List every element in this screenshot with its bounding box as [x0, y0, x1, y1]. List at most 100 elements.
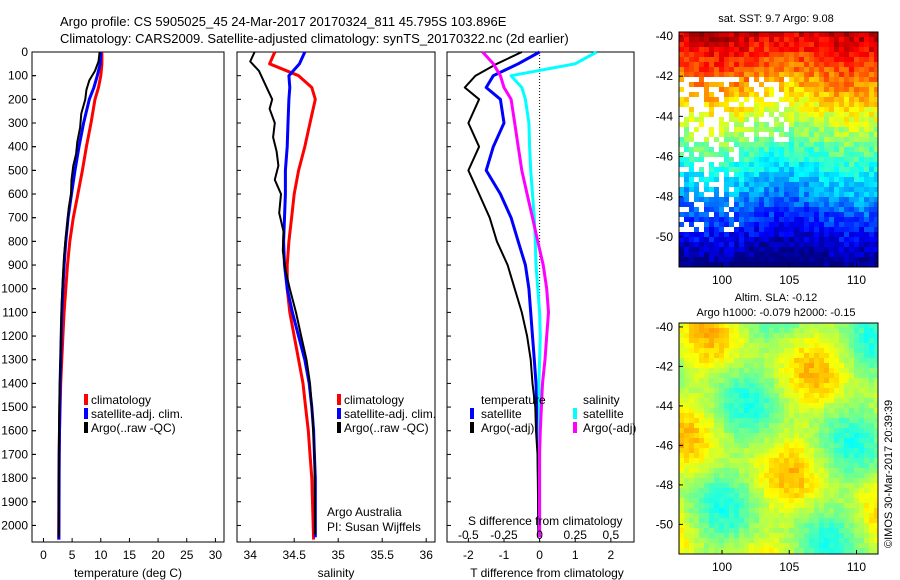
- heatmap-cell: [759, 413, 764, 418]
- heatmap-cell: [854, 227, 859, 232]
- heatmap-cell: [874, 137, 878, 142]
- heatmap-cell: [784, 538, 789, 543]
- heatmap-cell: [794, 413, 799, 418]
- heatmap-cell: [724, 52, 729, 57]
- heatmap-cell: [819, 177, 824, 182]
- heatmap-cell: [704, 448, 709, 453]
- heatmap-cell: [839, 478, 844, 483]
- heatmap-cell: [689, 117, 694, 122]
- heatmap-cell: [709, 363, 714, 368]
- heatmap-cell: [849, 237, 854, 242]
- heatmap-cell: [839, 323, 844, 328]
- heatmap-cell: [784, 107, 789, 112]
- heatmap-cell: [744, 538, 749, 543]
- heatmap-cell: [869, 212, 874, 217]
- heatmap-cell: [809, 448, 814, 453]
- heatmap-cell: [684, 132, 689, 137]
- heatmap-cell: [749, 167, 754, 172]
- heatmap-cell: [734, 398, 739, 403]
- heatmap-cell: [784, 37, 789, 42]
- heatmap-cell: [794, 252, 799, 257]
- heatmap-cell: [869, 77, 874, 82]
- heatmap-cell: [799, 87, 804, 92]
- heatmap-cell: [839, 423, 844, 428]
- heatmap-cell: [799, 97, 804, 102]
- heatmap-cell: [864, 508, 869, 513]
- heatmap-cell: [834, 97, 839, 102]
- heatmap-cell: [784, 343, 789, 348]
- heatmap-cell: [844, 157, 849, 162]
- heatmap-cell: [694, 62, 699, 67]
- sla-heatmap: [679, 323, 878, 554]
- heatmap-cell: [829, 418, 834, 423]
- heatmap-cell: [679, 343, 684, 348]
- heatmap-cell: [784, 548, 789, 553]
- heatmap-cell: [709, 383, 714, 388]
- heatmap-cell: [869, 393, 874, 398]
- heatmap-cell: [724, 262, 729, 267]
- heatmap-cell: [689, 343, 694, 348]
- heatmap-cell: [799, 413, 804, 418]
- heatmap-cell: [834, 333, 839, 338]
- heatmap-cell: [869, 262, 874, 267]
- heatmap-cell: [749, 212, 754, 217]
- heatmap-cell: [784, 518, 789, 523]
- heatmap-cell: [869, 538, 874, 543]
- heatmap-cell: [794, 157, 799, 162]
- heatmap-cell: [709, 523, 714, 528]
- heatmap-cell: [689, 358, 694, 363]
- heatmap-cell: [689, 57, 694, 62]
- heatmap-cell: [844, 132, 849, 137]
- heatmap-cell: [799, 508, 804, 513]
- heatmap-cell: [679, 518, 684, 523]
- heatmap-cell: [864, 393, 869, 398]
- heatmap-cell: [714, 52, 719, 57]
- heatmap-cell: [869, 162, 874, 167]
- heatmap-cell: [829, 172, 834, 177]
- heatmap-cell: [804, 433, 809, 438]
- heatmap-cell: [704, 62, 709, 67]
- heatmap-cell: [699, 393, 704, 398]
- heatmap-cell: [814, 137, 819, 142]
- heatmap-cell: [724, 543, 729, 548]
- heatmap-cell: [874, 252, 878, 257]
- heatmap-cell: [699, 212, 704, 217]
- heatmap-cell: [794, 237, 799, 242]
- heatmap-cell: [849, 212, 854, 217]
- heatmap-cell: [844, 333, 849, 338]
- heatmap-cell: [834, 122, 839, 127]
- heatmap-cell: [789, 222, 794, 227]
- heatmap-cell: [824, 112, 829, 117]
- heatmap-cell: [844, 398, 849, 403]
- heatmap-cell: [834, 57, 839, 62]
- heatmap-cell: [744, 142, 749, 147]
- heatmap-cell: [774, 172, 779, 177]
- heatmap-cell: [699, 197, 704, 202]
- heatmap-cell: [739, 523, 744, 528]
- heatmap-cell: [864, 232, 869, 237]
- heatmap-cell: [874, 458, 878, 463]
- heatmap-cell: [799, 483, 804, 488]
- heatmap-cell: [779, 468, 784, 473]
- heatmap-cell: [824, 157, 829, 162]
- heatmap-cell: [684, 62, 689, 67]
- heatmap-cell: [859, 112, 864, 117]
- heatmap-cell: [819, 212, 824, 217]
- heatmap-cell: [819, 548, 824, 553]
- x-tick-label: 15: [123, 548, 137, 562]
- heatmap-cell: [819, 458, 824, 463]
- heatmap-cell: [694, 137, 699, 142]
- heatmap-cell: [744, 67, 749, 72]
- heatmap-cell: [794, 262, 799, 267]
- heatmap-cell: [864, 453, 869, 458]
- heatmap-cell: [824, 197, 829, 202]
- heatmap-cell: [799, 343, 804, 348]
- heatmap-cell: [739, 152, 744, 157]
- heatmap-cell: [869, 32, 874, 37]
- heatmap-cell: [739, 262, 744, 267]
- heatmap-cell: [824, 338, 829, 343]
- heatmap-cell: [799, 478, 804, 483]
- heatmap-cell: [779, 77, 784, 82]
- heatmap-cell: [869, 373, 874, 378]
- heatmap-cell: [804, 127, 809, 132]
